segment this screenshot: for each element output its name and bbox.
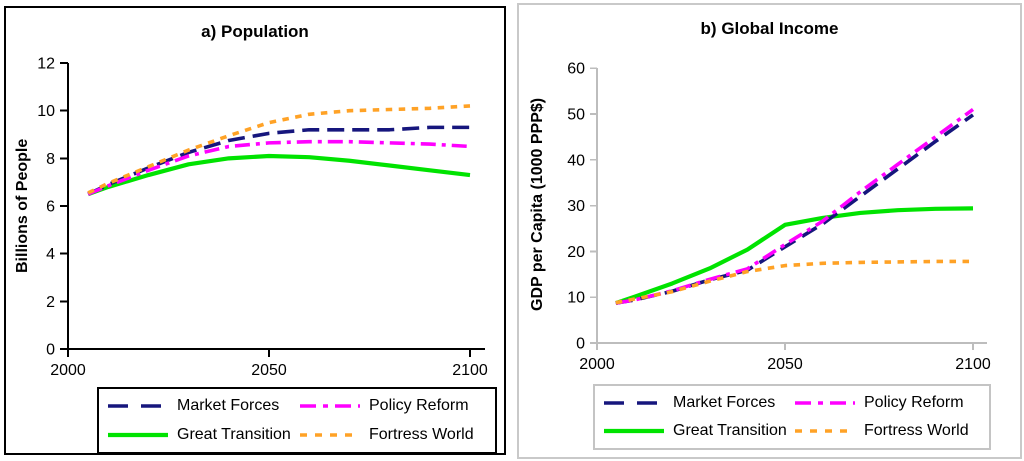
svg-text:0: 0	[46, 342, 55, 359]
legend-label-policy-reform: Policy Reform	[864, 394, 964, 411]
market-forces-line-sample	[604, 401, 664, 405]
svg-text:10: 10	[567, 290, 585, 307]
svg-text:40: 40	[567, 152, 585, 169]
svg-text:2: 2	[46, 294, 55, 311]
fortress-world-line-sample	[795, 429, 855, 433]
svg-text:4: 4	[46, 246, 55, 263]
global-income-chart: 0 10 20 30 40 50 60 2000 2050 2100	[567, 61, 991, 373]
fortress-world-line-sample	[300, 432, 360, 437]
svg-text:2050: 2050	[251, 362, 287, 379]
legend-label-market-forces: Market Forces	[177, 397, 280, 415]
svg-text:20: 20	[567, 244, 585, 261]
population-chart: 0 2 4 6 8 10 12 2000 2050 2100	[37, 56, 488, 379]
svg-text:2100: 2100	[452, 362, 488, 379]
legend-label-fortress-world: Fortress World	[369, 425, 474, 443]
svg-text:6: 6	[46, 199, 55, 216]
great-transition-line-sample	[604, 428, 664, 434]
svg-text:2100: 2100	[955, 356, 991, 373]
svg-text:10: 10	[37, 103, 55, 120]
legend-item-great-transition: Great Transition	[107, 422, 299, 448]
svg-text:30: 30	[567, 198, 585, 215]
legend-label-great-transition: Great Transition	[673, 422, 787, 439]
policy-reform-line-sample	[300, 404, 360, 409]
legend-item-fortress-world: Fortress World	[794, 418, 985, 444]
policy-reform-line-sample	[795, 401, 855, 405]
market-forces-line-sample	[108, 404, 168, 409]
population-chart-title: a) Population	[201, 22, 309, 41]
global-income-legend: Market Forces Policy Reform Great Transi…	[593, 384, 991, 450]
global-income-chart-title: b) Global Income	[700, 19, 839, 38]
population-legend: Market Forces Policy Reform Great Transi…	[97, 387, 497, 454]
legend-label-policy-reform: Policy Reform	[369, 397, 469, 415]
svg-text:0: 0	[576, 336, 585, 353]
population-panel: a) Population Billions of People 0 2 4 6 8 10…	[4, 6, 506, 455]
legend-item-policy-reform: Policy Reform	[794, 390, 985, 416]
svg-text:2000: 2000	[579, 356, 615, 373]
great-transition-line-sample	[108, 432, 168, 437]
svg-text:8: 8	[46, 151, 55, 168]
svg-text:60: 60	[567, 61, 585, 78]
global-income-panel: b) Global Income GDP per Capita (1000 PP…	[517, 3, 1022, 459]
legend-item-great-transition: Great Transition	[603, 418, 794, 444]
svg-text:2000: 2000	[50, 362, 86, 379]
svg-text:50: 50	[567, 107, 585, 124]
legend-label-fortress-world: Fortress World	[864, 422, 969, 439]
svg-text:2050: 2050	[767, 356, 803, 373]
legend-item-policy-reform: Policy Reform	[299, 393, 491, 419]
legend-label-great-transition: Great Transition	[177, 425, 291, 443]
legend-item-market-forces: Market Forces	[603, 390, 794, 416]
legend-item-fortress-world: Fortress World	[299, 422, 491, 448]
legend-item-market-forces: Market Forces	[107, 393, 299, 419]
legend-label-market-forces: Market Forces	[673, 394, 776, 411]
svg-text:12: 12	[37, 56, 55, 73]
